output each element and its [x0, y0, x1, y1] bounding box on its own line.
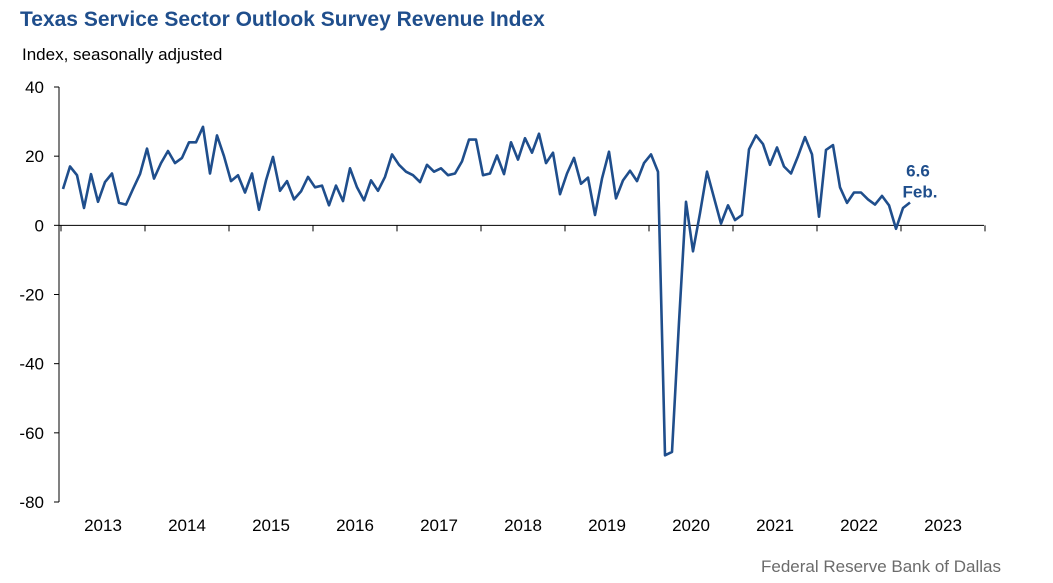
y-tick-label: 20 [25, 147, 44, 166]
y-axis-label: Index, seasonally adjusted [22, 45, 223, 64]
x-tick-label: 2020 [672, 516, 710, 535]
revenue-index-line [61, 125, 911, 457]
y-tick-label: 0 [35, 216, 44, 235]
x-tick-label: 2013 [84, 516, 122, 535]
x-tick-label: 2018 [504, 516, 542, 535]
y-tick-label: -40 [19, 355, 44, 374]
x-tick-label: 2023 [924, 516, 962, 535]
chart-title: Texas Service Sector Outlook Survey Reve… [20, 8, 545, 31]
last-date-label: Feb. [903, 183, 938, 202]
x-tick-label: 2017 [420, 516, 458, 535]
x-tick-label: 2014 [168, 516, 206, 535]
x-axis-ticks: 2013 2014 2015 2016 2017 2018 2019 2020 2021 2022… [60, 225, 986, 535]
x-tick-label: 2019 [588, 516, 626, 535]
series-layer [61, 125, 911, 457]
source-credit: Federal Reserve Bank of Dallas [760, 557, 1001, 576]
y-tick-label: 40 [25, 78, 44, 97]
y-axis-ticks: 40 20 0 -20 -40 -60 -80 [19, 78, 59, 512]
y-tick-label: -20 [19, 286, 44, 305]
last-value-label: 6.6 [906, 162, 930, 181]
x-tick-label: 2016 [336, 516, 374, 535]
y-tick-label: -80 [19, 493, 44, 512]
x-tick-label: 2021 [756, 516, 794, 535]
x-tick-label: 2015 [252, 516, 290, 535]
y-tick-label: -60 [19, 424, 44, 443]
x-tick-label: 2022 [840, 516, 878, 535]
